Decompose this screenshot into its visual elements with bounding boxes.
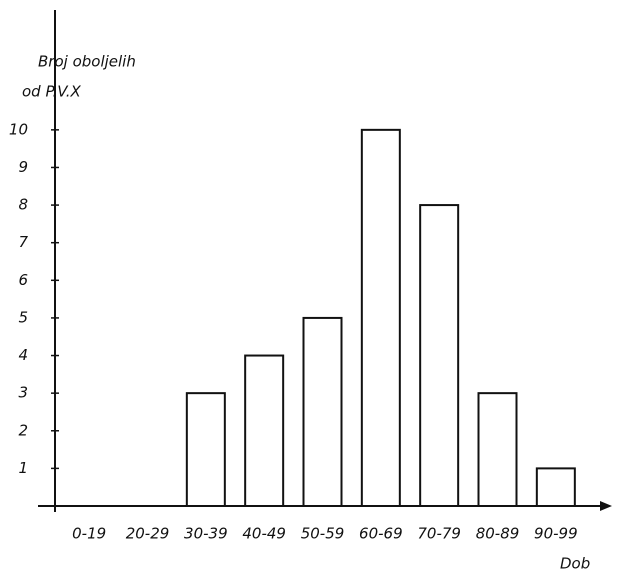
y-tick-label: 9: [18, 158, 28, 176]
bar: [360, 128, 401, 507]
y-tick-label: 5: [18, 308, 28, 326]
y-tick-label: 2: [18, 421, 28, 439]
x-tick-label: 70-79: [417, 525, 461, 543]
y-tick-label: 3: [18, 384, 28, 402]
x-tick-label: 80-89: [476, 525, 520, 543]
y-tick-label: 7: [18, 233, 28, 251]
y-axis-label: Broj oboljelih: [38, 53, 136, 71]
x-tick-label: 0-19: [72, 525, 106, 543]
bar: [419, 204, 460, 507]
axis-arrow: [600, 501, 612, 511]
y-tick-label: 1: [18, 459, 28, 477]
bar: [185, 392, 226, 507]
x-tick-label: 50-59: [301, 525, 345, 543]
bar: [244, 354, 285, 507]
bar: [535, 467, 576, 507]
y-tick-label: 6: [18, 271, 28, 289]
x-tick-label: 60-69: [359, 525, 403, 543]
y-tick-label: 8: [18, 196, 28, 214]
y-tick-label: 4: [18, 346, 28, 364]
x-tick-label: 40-49: [242, 525, 286, 543]
bar: [477, 392, 518, 507]
x-axis-label: Dob: [560, 555, 590, 573]
y-axis-label: od P.V.X: [22, 83, 82, 101]
x-tick-label: 30-39: [184, 525, 228, 543]
x-tick-label: 20-29: [126, 525, 170, 543]
x-tick-label: 90-99: [534, 525, 578, 543]
y-tick-label: 10: [9, 120, 28, 138]
bar: [302, 316, 343, 507]
